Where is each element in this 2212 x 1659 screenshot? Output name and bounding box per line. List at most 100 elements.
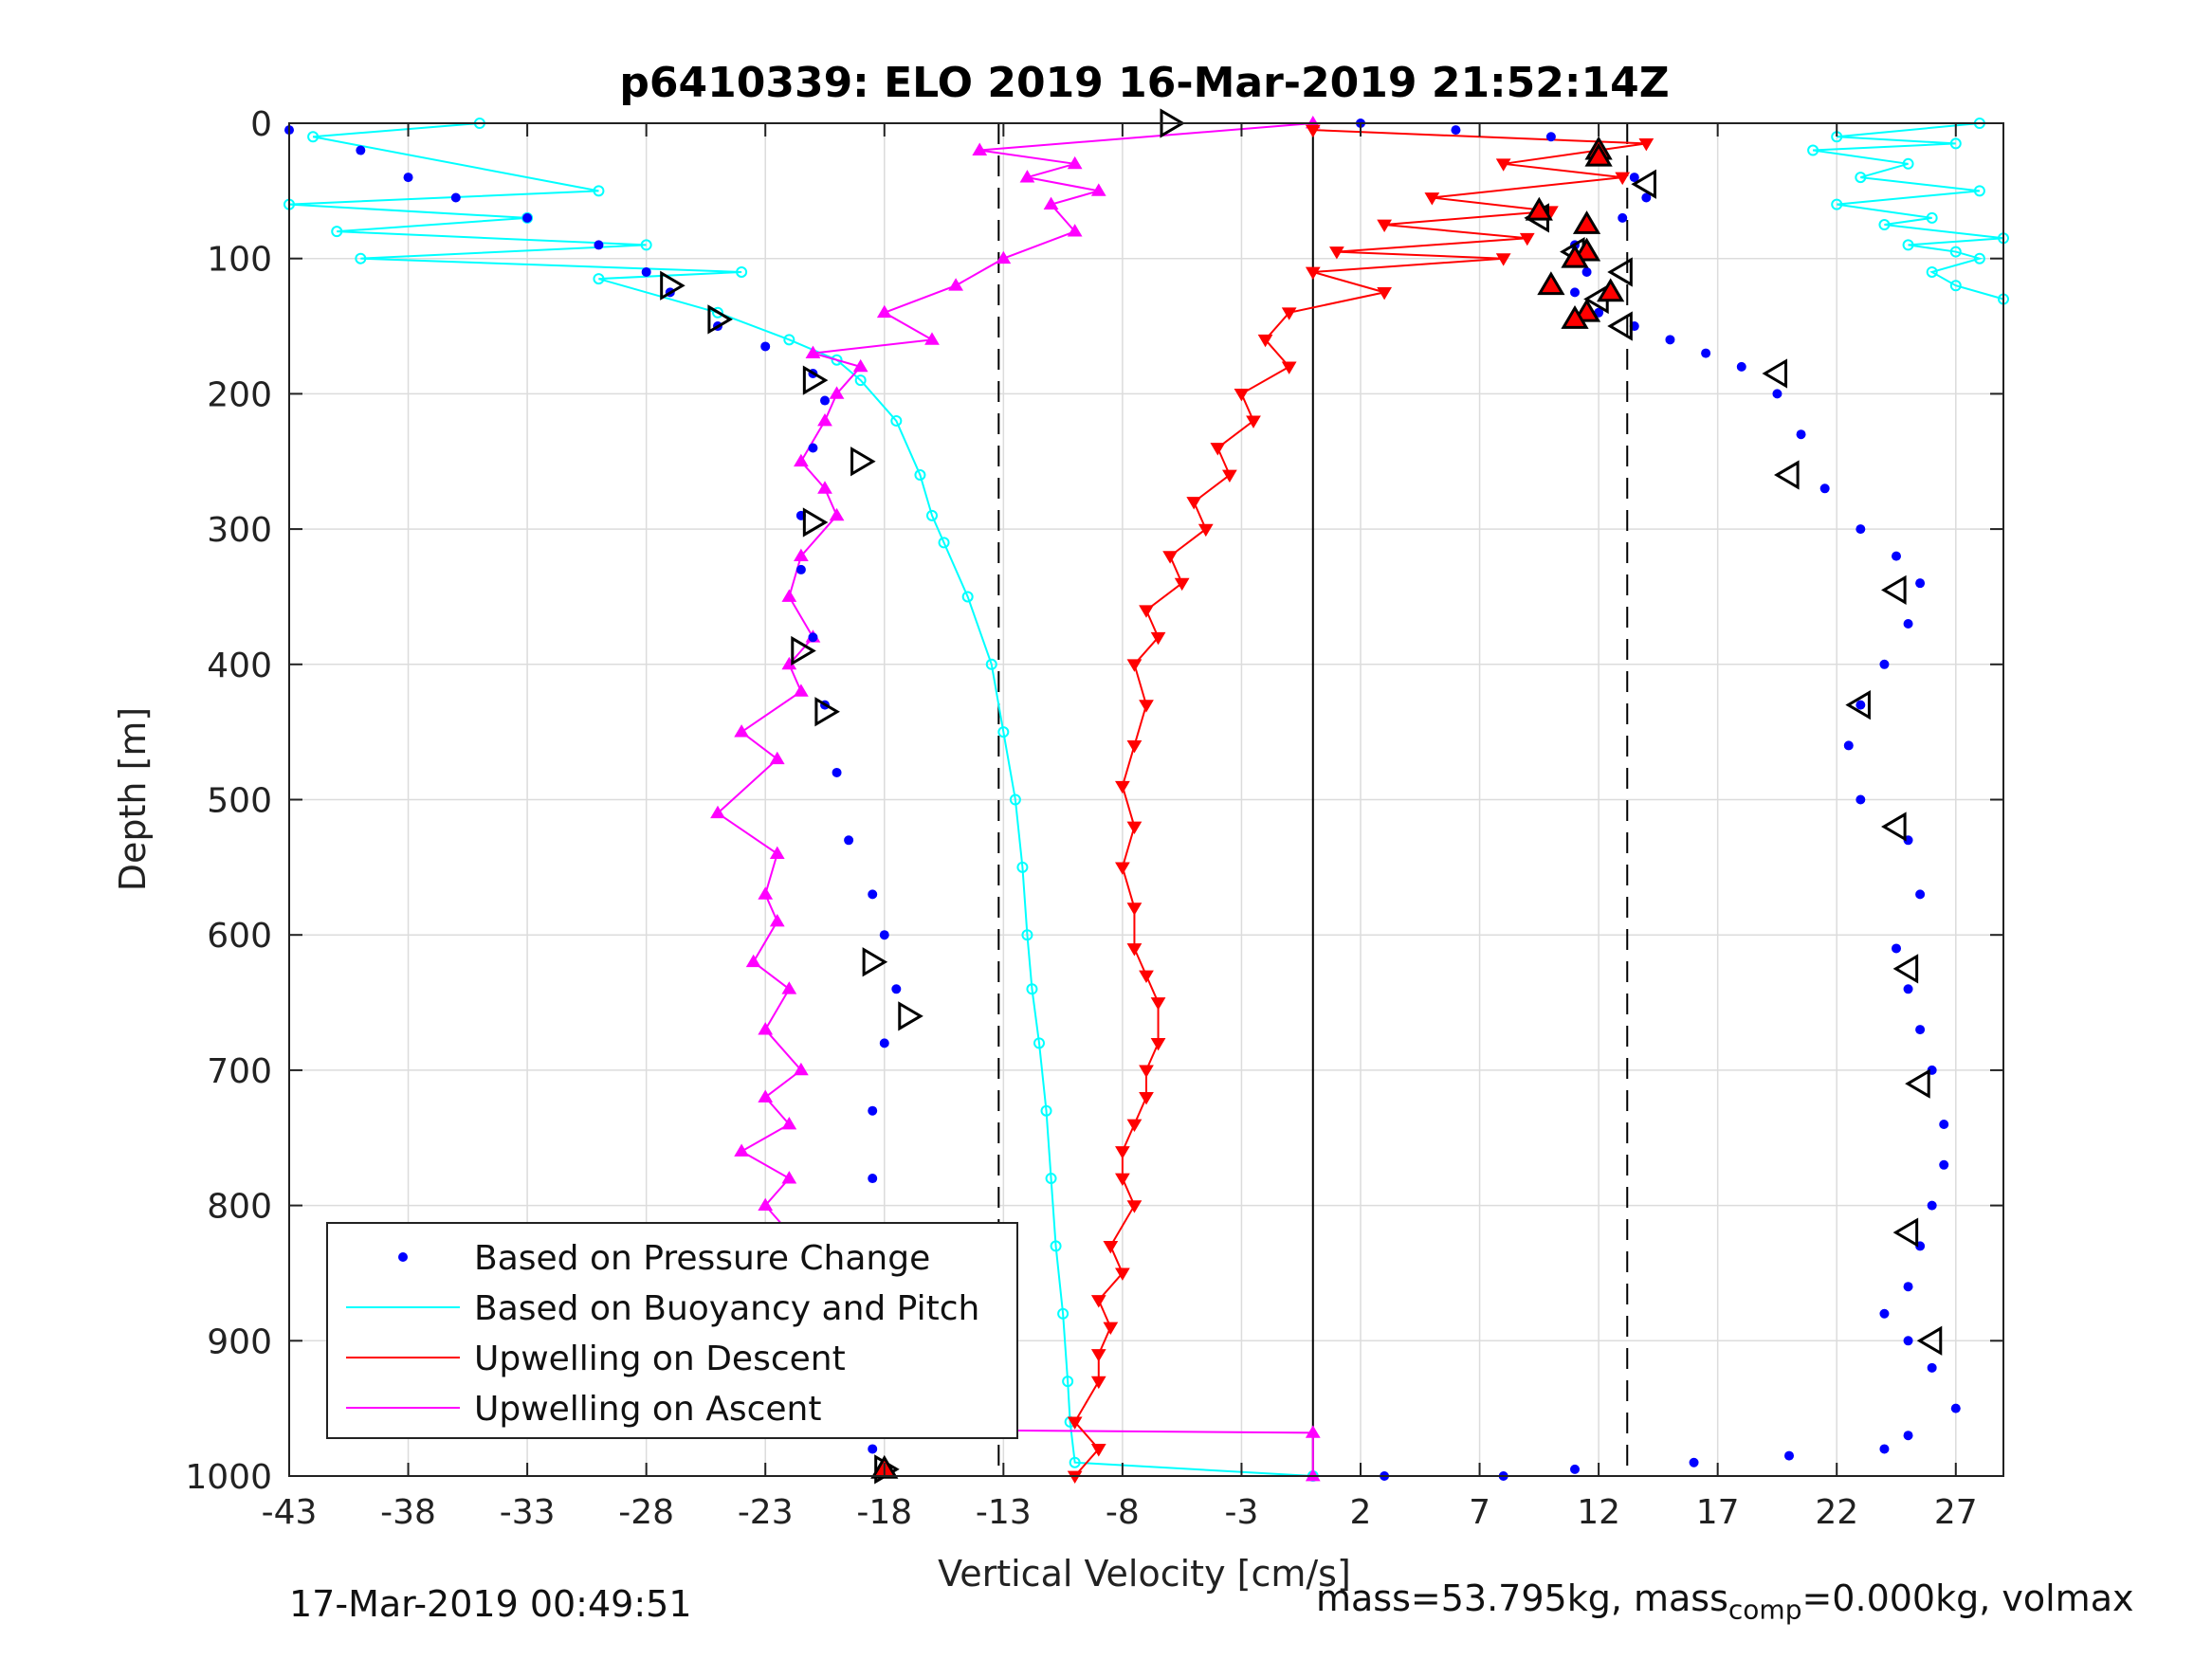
- buoyancy-climb-point: [1807, 144, 1819, 156]
- buoyancy-dive-point: [1062, 1376, 1074, 1388]
- reference-lines: [997, 123, 1629, 1476]
- pressure-dive-point: [832, 767, 842, 777]
- x-tick-label: -33: [500, 1493, 556, 1532]
- pressure-climb-point: [1879, 1444, 1890, 1454]
- upwelling-descent-point: [1377, 219, 1392, 233]
- buoyancy-dive-point: [783, 334, 795, 346]
- upwelling-descent-point: [1139, 605, 1154, 618]
- legend-label: Upwelling on Ascent: [474, 1390, 821, 1429]
- descent-marker: [707, 304, 733, 335]
- buoyancy-dive-point: [712, 306, 723, 319]
- upwelling-ascent-point: [758, 1022, 774, 1035]
- footer-mass: mass=53.795kg, masscomp=0.000kg, volmax: [1316, 1577, 2133, 1626]
- pressure-climb-point: [1915, 1025, 1926, 1035]
- upwelling-ascent-point: [924, 332, 940, 345]
- pressure-dive-point: [808, 632, 818, 643]
- descent-marker: [802, 507, 829, 538]
- climb-marker: [1881, 811, 1907, 842]
- pressure-dive-point: [450, 192, 461, 203]
- x-tick-label: 2: [1350, 1493, 1372, 1532]
- buoyancy-dive-point: [593, 273, 605, 285]
- red-up-marker: [1537, 271, 1565, 296]
- x-tick-label: -3: [1224, 1493, 1258, 1532]
- upwelling-descent-point: [1139, 700, 1154, 713]
- footer-mass-text: mass=53.795kg, mass: [1316, 1577, 1728, 1619]
- pressure-climb-point: [1451, 125, 1461, 136]
- pressure-climb-point: [1581, 266, 1592, 277]
- x-tick-label: -18: [856, 1493, 912, 1532]
- pressure-climb-point: [1856, 524, 1866, 535]
- upwelling-ascent-point: [710, 805, 725, 819]
- pressure-dive-point: [403, 173, 413, 183]
- pressure-dive-point: [820, 395, 830, 406]
- red-up-marker: [1572, 237, 1601, 262]
- upwelling-descent-point: [1257, 334, 1273, 348]
- climb-marker: [1892, 1217, 1919, 1248]
- x-tick-label: 7: [1469, 1493, 1490, 1532]
- pressure-dive-point: [868, 1444, 878, 1454]
- climb-marker: [1881, 574, 1907, 605]
- y-tick-label: 700: [207, 1052, 272, 1091]
- upwelling-descent-point: [1519, 232, 1535, 246]
- legend-label: Based on Buoyancy and Pitch: [474, 1289, 979, 1328]
- pressure-climb-point: [1903, 618, 1913, 629]
- buoyancy-dive-point: [938, 537, 950, 549]
- buoyancy-climb-point: [1949, 137, 1962, 150]
- buoyancy-dive-point: [854, 374, 867, 387]
- x-tick-label: 12: [1577, 1493, 1620, 1532]
- upwelling-descent-point: [1126, 740, 1143, 754]
- x-tick-label: -43: [262, 1493, 318, 1532]
- pressure-dive-point: [356, 145, 366, 155]
- buoyancy-climb-point: [1855, 172, 1867, 184]
- pressure-climb-point: [1736, 361, 1746, 372]
- y-tick-label: 0: [250, 105, 272, 144]
- pressure-climb-point: [1927, 1200, 1937, 1211]
- buoyancy-climb-point: [1902, 239, 1914, 251]
- upwelling-descent-point: [1615, 172, 1631, 186]
- pressure-climb-point: [1950, 1403, 1961, 1413]
- climb-marker: [1905, 1068, 1930, 1099]
- buoyancy-dive-point: [736, 265, 748, 278]
- pressure-climb-point: [1939, 1159, 1949, 1170]
- upwelling-descent-point: [1090, 1295, 1106, 1308]
- pressure-climb-point: [1618, 212, 1628, 223]
- x-tick-label: -8: [1106, 1493, 1140, 1532]
- buoyancy-climb-point: [1926, 265, 1938, 278]
- x-tick-label: -28: [618, 1493, 674, 1532]
- upwelling-ascent-point: [745, 954, 761, 968]
- upwelling-ascent-point: [817, 481, 832, 494]
- climb-marker: [1607, 257, 1633, 287]
- footer-timestamp: 17-Mar-2019 00:49:51: [289, 1583, 692, 1625]
- y-tick-label: 800: [207, 1188, 272, 1227]
- upwelling-descent-point: [1115, 1267, 1130, 1281]
- x-tick-label: 17: [1696, 1493, 1740, 1532]
- buoyancy-dive-point: [593, 185, 605, 197]
- upwelling-descent-point: [1115, 862, 1130, 875]
- upwelling-descent-point: [1377, 286, 1392, 301]
- upwelling-ascent-point: [758, 1197, 774, 1211]
- upwelling-descent-point: [1126, 659, 1143, 672]
- y-tick-label: 300: [207, 511, 272, 550]
- upwelling-descent-point: [1139, 970, 1154, 983]
- pressure-climb-point: [1665, 335, 1675, 345]
- upwelling-descent-point: [1329, 246, 1344, 260]
- upwelling-ascent-point: [829, 507, 845, 521]
- upwelling-descent-point: [1305, 266, 1321, 280]
- upwelling-descent-point: [1246, 415, 1261, 428]
- footer-mass-rest: =0.000kg, volmax: [1801, 1577, 2134, 1619]
- buoyancy-climb-point: [1973, 185, 1985, 197]
- upwelling-descent-point: [1638, 138, 1654, 152]
- pressure-climb-point: [1570, 287, 1580, 298]
- upwelling-ascent-point: [758, 1089, 774, 1103]
- y-tick-label: 100: [207, 241, 272, 280]
- upwelling-ascent-point: [972, 142, 988, 155]
- pressure-dive-point: [891, 984, 902, 994]
- upwelling-descent-point: [1281, 307, 1297, 320]
- upwelling-ascent-point: [1090, 183, 1106, 196]
- buoyancy-dive-point: [331, 226, 343, 238]
- pressure-dive-point: [795, 564, 806, 574]
- pressure-climb-point: [1701, 348, 1711, 358]
- buoyancy-dive-point: [355, 252, 367, 264]
- upwelling-ascent-point: [1305, 1468, 1321, 1482]
